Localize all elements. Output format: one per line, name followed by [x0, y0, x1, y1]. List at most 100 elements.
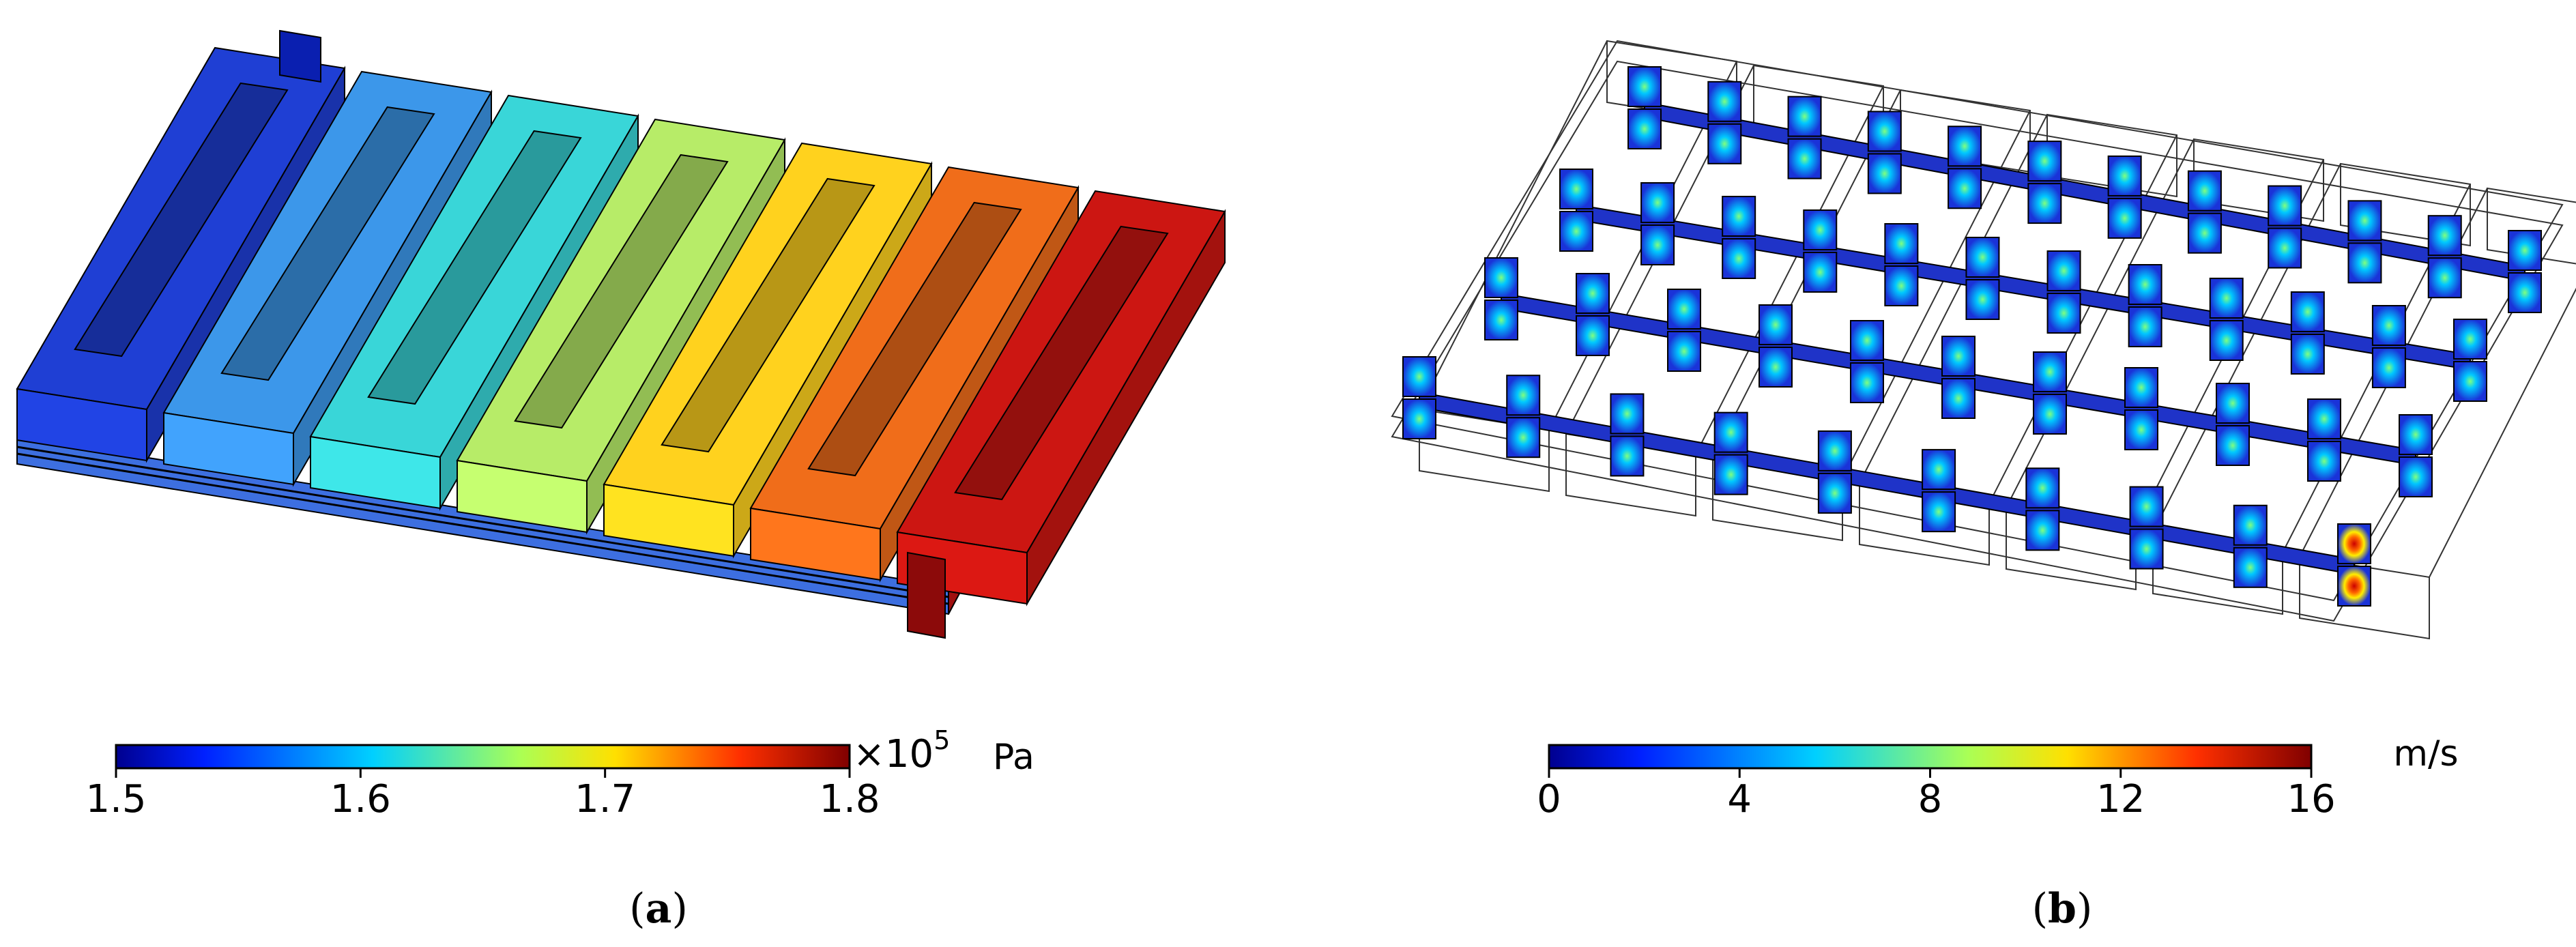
- panel-b-velocity-slice: [2124, 409, 2158, 450]
- panel-b-velocity-slice: [1787, 96, 1822, 137]
- panel-b-channel-bar: [1576, 203, 2471, 371]
- panel-b-caption: (b): [2032, 885, 2093, 933]
- panel-a-tick-label: 1.7: [575, 777, 635, 821]
- panel-b-velocity-slice: [2124, 367, 2158, 408]
- panel-a-tick-label: 1.5: [85, 777, 146, 821]
- panel-b-velocity-slice: [1965, 279, 2000, 320]
- panel-b-velocity-slice: [1787, 138, 1822, 179]
- panel-b-wire-block: [2340, 162, 2471, 247]
- panel-b-velocity-slice: [2307, 398, 2341, 439]
- panel-b-velocity-slice: [2107, 155, 2142, 196]
- panel-b-velocity-slice: [2453, 361, 2487, 402]
- panel-b-velocity-slice: [2209, 320, 2244, 361]
- panel-b-velocity-slice: [2216, 425, 2250, 466]
- panel-b-velocity-slice: [2290, 334, 2325, 375]
- panel-b-velocity-slice: [2025, 467, 2060, 509]
- panel-b-velocity-slice: [2337, 566, 2371, 607]
- panel-a-colorbar: 1.5 1.6 1.7 1.8 ×105 Pa: [85, 725, 1034, 821]
- panel-a-channel-slot: [807, 201, 1022, 477]
- panel-b-velocity-slices: [1402, 66, 2542, 607]
- panel-a-channel-slot: [367, 130, 582, 405]
- panel-b-tick-label: 0: [1537, 777, 1561, 821]
- panel-b-velocity-slice: [2025, 510, 2060, 551]
- panel-b-velocity-slice: [1817, 430, 1852, 471]
- panel-b-velocity-slice: [1948, 168, 1982, 209]
- panel-b-plate-outline: [1391, 40, 2564, 602]
- panel-b-velocity-slice: [1867, 111, 1902, 152]
- panel-b-velocity-slice: [1722, 196, 1756, 237]
- panel-b-velocity-slice: [1667, 289, 1701, 330]
- panel-b-velocity-slice: [2187, 212, 2222, 254]
- panel-b-velocity-slice: [1948, 126, 1982, 167]
- panel-b-velocity-slice: [1559, 211, 1593, 252]
- panel-b-velocity-slice: [1803, 209, 1838, 250]
- panel-b-velocity-slice: [1922, 491, 1956, 533]
- panel-b-velocity-slice: [2453, 319, 2487, 360]
- panel-b-velocity-slice: [1803, 252, 1838, 293]
- panel-b-wire-block: [2487, 187, 2576, 265]
- panel-a-channel: [896, 190, 1226, 607]
- panel-b-velocity-slice: [2399, 414, 2433, 455]
- panel-b-velocity-slice: [2128, 306, 2162, 347]
- panel-b-velocity-slice: [1965, 237, 2000, 278]
- panel-b-velocity-slice: [2027, 183, 2062, 224]
- panel-a-channel-slot: [661, 177, 875, 453]
- panel-b-velocity-slice: [1667, 331, 1701, 372]
- panel-b-velocity-slice: [1867, 153, 1902, 194]
- panel-b-velocity-slice: [2107, 197, 2142, 239]
- panel-b-velocity-slice: [1850, 362, 1884, 403]
- panel-b-channel-bar: [1644, 101, 2526, 282]
- panel-b-velocity-slice: [1713, 411, 1748, 453]
- panel-b-velocity-slice: [1506, 375, 1541, 416]
- panel-a-colorbar-gradient: [115, 744, 851, 770]
- panel-b-velocity-slice: [1640, 182, 1675, 223]
- panel-b-velocity-slice: [1707, 123, 1742, 164]
- panel-b-velocity-slice: [1506, 417, 1541, 458]
- panel-b-wire-block: [2299, 555, 2430, 640]
- panel-b-velocity-slice: [1484, 300, 1518, 340]
- panel-a-caption: (a): [629, 885, 688, 933]
- panel-b-velocity-slice: [1576, 273, 1610, 314]
- panel-b-velocity-slice: [2129, 486, 2164, 527]
- panel-b-plate-outline: [1391, 60, 2564, 622]
- panel-b-velocity-slice: [2290, 291, 2325, 332]
- panel-b-tick-label: 8: [1918, 777, 1943, 821]
- panel-a-colorbar-ticks: 1.5 1.6 1.7 1.8: [85, 768, 880, 821]
- panel-b-velocity-slice: [1402, 398, 1436, 439]
- panel-b-velocity-slice: [2128, 264, 2162, 305]
- panel-b-velocity-slice: [2347, 242, 2382, 284]
- panel-a-tick-label: 1.6: [330, 777, 391, 821]
- panel-a-inlet-post: [279, 29, 321, 83]
- panel-a-membrane-line: [16, 446, 949, 598]
- panel-b-velocity-slice: [1576, 315, 1610, 356]
- panel-b-velocity-slice: [2347, 200, 2382, 242]
- panel-b-velocity-slice: [1884, 223, 1919, 264]
- panel-a-channel-slot: [220, 106, 435, 381]
- panel-b-velocity-slice: [1722, 238, 1756, 279]
- panel-a-channel-slot: [954, 225, 1169, 501]
- panel-b-wire-edge: [2152, 163, 2341, 533]
- panel-b-velocity-slice: [2307, 441, 2341, 482]
- panel-b-velocity-slice: [2371, 305, 2406, 346]
- panel-b-velocity-slice: [1941, 378, 1976, 419]
- panel-b-velocity-slice: [1922, 449, 1956, 491]
- panel-b-velocity-slice: [1627, 66, 1662, 107]
- panel-b-velocity-slice: [2268, 227, 2302, 269]
- panel-b-colorbar-gradient: [1548, 744, 2313, 770]
- panel-b-velocity-slice: [2399, 456, 2433, 497]
- panel-b-tick-label: 4: [1727, 777, 1752, 821]
- panel-b-velocity-slice: [2233, 504, 2268, 546]
- panel-a-outlet-post: [907, 551, 946, 639]
- panel-b-velocity-slice: [1559, 169, 1593, 209]
- panel-b-colorbar: 0 4 8 12 16 m/s: [1537, 733, 2458, 821]
- panel-b-velocity-slice: [2233, 547, 2268, 588]
- panel-b-colorbar-unit: m/s: [2393, 733, 2458, 774]
- panel-b-velocity-slice: [1610, 435, 1645, 477]
- panel-a-channel-slot: [74, 82, 289, 358]
- panel-b-velocity-slice: [1759, 347, 1793, 388]
- panel-b-velocity-slice: [1941, 336, 1976, 377]
- panel-b-velocity-slice: [1707, 81, 1742, 122]
- panel-b-wire-edge: [2429, 287, 2576, 578]
- panel-b-velocity-slice: [2046, 293, 2081, 334]
- panel-b-velocity-slice: [1610, 393, 1645, 435]
